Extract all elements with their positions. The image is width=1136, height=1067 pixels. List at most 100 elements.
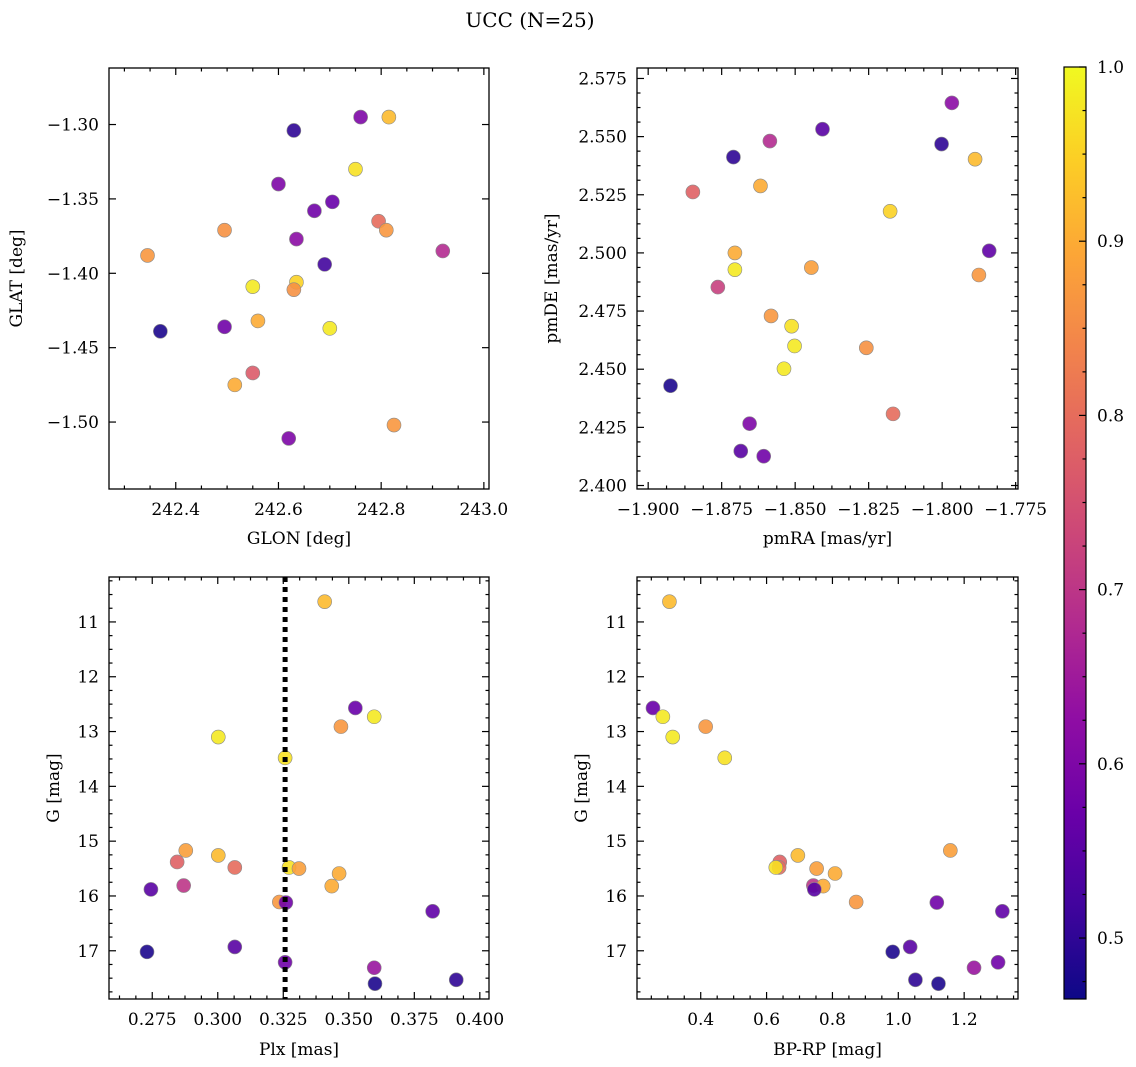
data-point: [885, 406, 901, 422]
y-tick-label: 15: [77, 832, 99, 852]
data-point: [727, 262, 743, 277]
data-point: [981, 243, 997, 259]
data-point: [333, 719, 349, 734]
y-tick-label: 14: [605, 777, 627, 797]
data-point: [929, 895, 945, 910]
data-point: [178, 843, 194, 858]
panel-4: 0.4 0.6 0.8 1.0 1.2 11 12 13 14 15 16 17 BP-RP [mag]…: [572, 576, 1019, 1060]
x-tick-label: 0.350: [324, 1010, 373, 1030]
axis-ticks: [637, 577, 1018, 999]
data-point: [245, 365, 261, 381]
data-point: [995, 904, 1010, 919]
y-tick-label: 2.500: [578, 244, 627, 264]
x-tick-label: 0.300: [193, 1010, 242, 1030]
data-point: [210, 848, 226, 863]
data-point: [804, 260, 819, 275]
colorbar-ticks: [1079, 66, 1086, 983]
x-tick-label: 1.0: [885, 1010, 912, 1030]
y-tick-label: −1.50: [47, 413, 99, 433]
data-point: [885, 944, 901, 960]
colorbar-tick-label: 1.0: [1097, 58, 1124, 78]
y-tick-label: −1.35: [47, 190, 99, 210]
y-tick-label: 16: [605, 887, 627, 907]
data-point: [325, 194, 340, 210]
data-point: [763, 308, 779, 324]
colorbar-tick-label: 0.6: [1097, 755, 1124, 775]
data-point: [281, 431, 297, 446]
data-point: [289, 231, 304, 247]
y-axis-label: GLAT [deg]: [7, 229, 27, 327]
axes-frame: [636, 576, 1019, 1000]
data-point: [902, 939, 918, 955]
data-point: [217, 222, 232, 238]
data-point: [848, 894, 864, 910]
data-point: [908, 972, 923, 988]
x-tick-label: −1.825: [837, 500, 900, 520]
y-tick-label: 2.525: [578, 186, 627, 206]
data-point: [966, 960, 982, 976]
data-point: [227, 860, 243, 875]
data-point: [139, 944, 155, 960]
data-point: [286, 282, 302, 297]
data-point: [425, 904, 440, 919]
scatter-points: [645, 594, 1010, 991]
data-point: [381, 109, 397, 125]
x-tick-label: 242.6: [254, 500, 303, 520]
data-point: [665, 729, 681, 745]
data-point: [663, 378, 678, 394]
data-point: [762, 133, 778, 149]
data-point: [934, 136, 949, 152]
data-point: [227, 939, 243, 955]
panel-2: −1.900 −1.875 −1.850 −1.825 −1.800 −1.775 2.40…: [542, 67, 1047, 549]
data-point: [366, 709, 382, 725]
data-point: [931, 976, 946, 991]
data-point: [153, 324, 168, 339]
data-point: [217, 319, 232, 335]
panels: 242.4 242.6 242.8 243.0 −1.30 −1.35 −1.40 −1.45…: [7, 67, 1047, 1060]
y-axis-label: pmDE [mas/yr]: [542, 213, 562, 343]
data-point: [227, 377, 243, 393]
data-point: [378, 222, 394, 238]
data-point: [776, 361, 792, 377]
colorbar: 0.5 0.6 0.7 0.8 0.9 1.0: [1063, 58, 1124, 1000]
data-point: [807, 882, 822, 897]
y-tick-label: 17: [77, 942, 99, 962]
panel-1: 242.4 242.6 242.8 243.0 −1.30 −1.35 −1.40 −1.45…: [7, 67, 509, 549]
colorbar-tick-label: 0.5: [1097, 929, 1124, 949]
data-point: [386, 417, 402, 433]
data-point: [143, 882, 159, 897]
colorbar-frame: [1063, 66, 1087, 1000]
data-point: [809, 861, 824, 876]
scatter-points: [140, 109, 451, 446]
y-tick-label: 13: [605, 723, 627, 743]
data-point: [990, 954, 1006, 970]
data-point: [882, 203, 898, 219]
axis-ticks: [109, 577, 489, 999]
data-point: [733, 443, 749, 459]
x-tick-label: 0.400: [455, 1010, 504, 1030]
y-tick-label: 12: [77, 668, 99, 688]
data-point: [787, 338, 802, 354]
data-point: [353, 109, 368, 125]
data-point: [645, 700, 661, 716]
x-tick-label: −1.875: [690, 500, 753, 520]
x-axis-label: Plx [mas]: [259, 1040, 339, 1060]
data-point: [176, 878, 191, 893]
y-tick-label: 2.575: [578, 69, 627, 89]
data-point: [790, 848, 806, 863]
y-tick-label: 15: [605, 832, 627, 852]
colorbar-tick-label: 0.7: [1097, 581, 1124, 601]
y-tick-label: 2.400: [578, 477, 627, 497]
data-point: [698, 719, 713, 734]
x-axis-label: BP-RP [mag]: [773, 1040, 882, 1060]
x-tick-label: 0.325: [259, 1010, 308, 1030]
data-point: [756, 448, 772, 464]
data-point: [324, 878, 340, 894]
scatter-points: [139, 594, 464, 991]
panel-3: 0.275 0.300 0.325 0.350 0.375 0.400 11 12 13 14 15…: [44, 576, 504, 1060]
data-point: [971, 267, 987, 283]
data-point: [742, 416, 757, 431]
data-point: [685, 184, 701, 200]
x-tick-label: 243.0: [460, 500, 509, 520]
y-tick-label: 2.425: [578, 418, 627, 438]
